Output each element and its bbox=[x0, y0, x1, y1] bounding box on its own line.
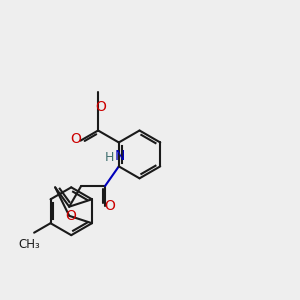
Text: O: O bbox=[71, 132, 82, 146]
Text: N: N bbox=[115, 149, 125, 164]
Text: O: O bbox=[65, 209, 76, 223]
Text: CH₃: CH₃ bbox=[19, 238, 40, 251]
Text: H: H bbox=[105, 151, 114, 164]
Text: O: O bbox=[104, 199, 115, 213]
Text: O: O bbox=[96, 100, 106, 114]
